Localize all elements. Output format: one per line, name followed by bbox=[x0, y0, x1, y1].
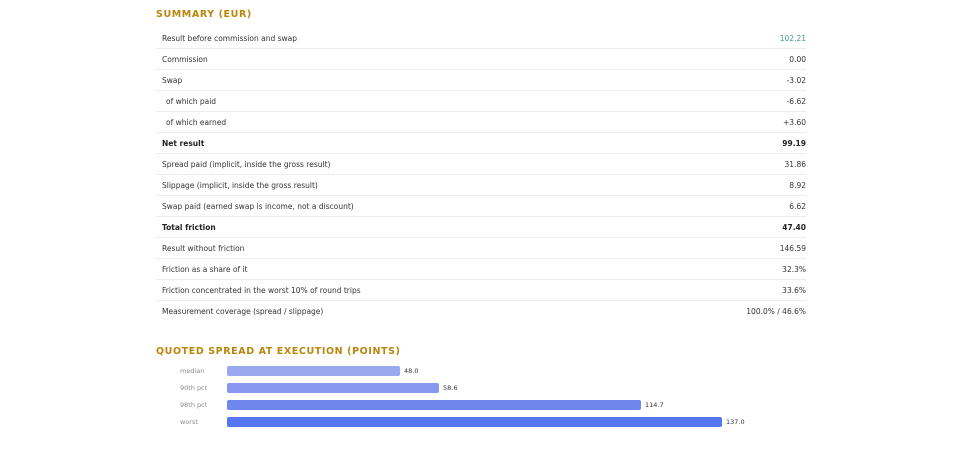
summary-row: Swap -3.02 bbox=[156, 69, 806, 91]
summary-row-label: Result without friction bbox=[156, 237, 660, 259]
summary-row: Spread paid (implicit, inside the gross … bbox=[156, 153, 806, 175]
summary-title: SUMMARY (EUR) bbox=[156, 9, 252, 20]
summary-row: Result before commission and swap 102.21 bbox=[156, 28, 806, 49]
summary-row-label: Friction as a share of it bbox=[156, 258, 660, 280]
bar-value-label: 48.0 bbox=[404, 367, 419, 375]
summary-row-label: of which paid bbox=[156, 90, 660, 112]
summary-row: Net result 99.19 bbox=[156, 132, 806, 154]
summary-row: Slippage (implicit, inside the gross res… bbox=[156, 174, 806, 196]
summary-row-label: Swap paid (earned swap is income, not a … bbox=[156, 195, 660, 217]
bar-value-label: 137.0 bbox=[726, 418, 745, 426]
summary-row-value: -3.02 bbox=[659, 69, 806, 91]
summary-row: of which earned +3.60 bbox=[156, 111, 806, 133]
summary-row-value: +3.60 bbox=[659, 111, 806, 133]
summary-row: Friction concentrated in the worst 10% o… bbox=[156, 279, 806, 301]
summary-row-label: Friction concentrated in the worst 10% o… bbox=[156, 279, 660, 301]
bar-category-label: 90th pct bbox=[180, 384, 208, 392]
summary-row-value: 8.92 bbox=[659, 174, 806, 196]
summary-row-value: 31.86 bbox=[659, 153, 806, 175]
summary-row-value: 102.21 bbox=[659, 28, 806, 49]
summary-row: Total friction 47.40 bbox=[156, 216, 806, 238]
summary-row-label: Result before commission and swap bbox=[156, 28, 660, 49]
summary-row: Measurement coverage (spread / slippage)… bbox=[156, 301, 806, 322]
bar-90th-pct bbox=[227, 383, 439, 393]
summary-row-value: 99.19 bbox=[659, 132, 806, 154]
summary-table: Result before commission and swap 102.21 C… bbox=[156, 28, 806, 321]
summary-row-value: 100.0% / 46.6% bbox=[746, 306, 806, 316]
bar-category-label: 98th pct bbox=[180, 401, 208, 409]
summary-row-value: 32.3% bbox=[659, 258, 806, 280]
summary-row-label: Total friction bbox=[156, 216, 660, 238]
bar-category-label: median bbox=[180, 367, 205, 375]
summary-row-label: Swap bbox=[156, 69, 660, 91]
summary-row-value: -6.62 bbox=[659, 90, 806, 112]
bar-median bbox=[227, 366, 400, 376]
bar-98th-pct bbox=[227, 400, 641, 410]
summary-row: Commission 0.00 bbox=[156, 48, 806, 70]
spread-chart-title: QUOTED SPREAD AT EXECUTION (POINTS) bbox=[156, 346, 401, 357]
summary-row-label: Slippage (implicit, inside the gross res… bbox=[156, 174, 660, 196]
summary-row-label: Spread paid (implicit, inside the gross … bbox=[156, 153, 660, 175]
spread-bar-chart: median 48.0 90th pct 58.6 98th pct 114.7 worst… bbox=[160, 366, 800, 436]
summary-row-label: Commission bbox=[156, 48, 660, 70]
summary-row-value: 146.59 bbox=[659, 237, 806, 259]
summary-row-label: of which earned bbox=[156, 111, 660, 133]
summary-row: Result without friction 146.59 bbox=[156, 237, 806, 259]
summary-row-label: Net result bbox=[156, 132, 660, 154]
summary-row-value: 0.00 bbox=[659, 48, 806, 70]
bar-category-label: worst bbox=[180, 418, 198, 426]
summary-row-value: 6.62 bbox=[659, 195, 806, 217]
summary-row: Friction as a share of it 32.3% bbox=[156, 258, 806, 280]
summary-row: of which paid -6.62 bbox=[156, 90, 806, 112]
summary-row-label: Measurement coverage (spread / slippage) bbox=[162, 306, 324, 316]
summary-row-value: 47.40 bbox=[659, 216, 806, 238]
summary-row-value: 33.6% bbox=[659, 279, 806, 301]
bar-worst bbox=[227, 417, 722, 427]
bar-value-label: 114.7 bbox=[645, 401, 664, 409]
bar-value-label: 58.6 bbox=[443, 384, 458, 392]
summary-row: Swap paid (earned swap is income, not a … bbox=[156, 195, 806, 217]
